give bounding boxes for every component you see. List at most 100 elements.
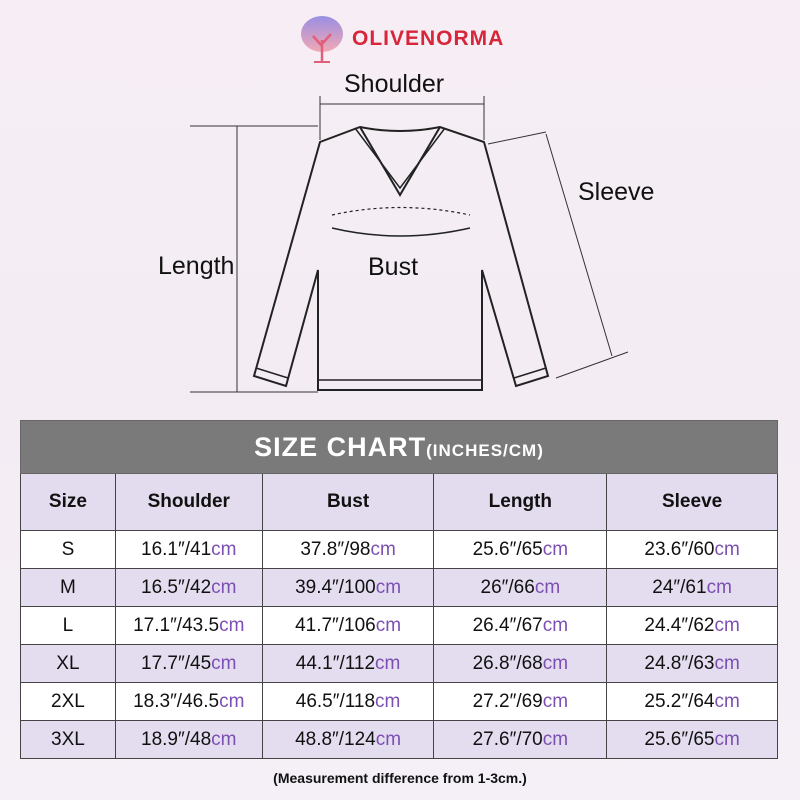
table-row: L 17.1″/43.5cm 41.7″/106cm 26.4″/67cm 24.4″/… xyxy=(20,606,778,645)
shoulder-label: Shoulder xyxy=(344,70,445,98)
measurement-cell: 26.4″/67cm xyxy=(433,606,608,645)
measurement-cell: 18.9″/48cm xyxy=(114,720,263,759)
measurement-cell: 24.4″/62cm xyxy=(606,606,778,645)
measurement-value: 24.8″/63 xyxy=(644,652,715,674)
unit-cm: cm xyxy=(370,538,396,560)
measurement-cell: 25.2″/64cm xyxy=(606,682,778,721)
unit-cm: cm xyxy=(219,690,245,712)
unit-cm: cm xyxy=(714,614,740,636)
measurement-cell: 41.7″/106cm xyxy=(261,606,435,645)
measurement-value: 16.5″/42 xyxy=(141,576,212,598)
unit-cm: cm xyxy=(714,728,740,750)
table-row: S 16.1″/41cm 37.8″/98cm 25.6″/65cm 23.6″/60c… xyxy=(20,530,778,569)
measurement-cell: 27.2″/69cm xyxy=(433,682,608,721)
measurement-cell: 25.6″/65cm xyxy=(433,530,608,569)
unit-cm: cm xyxy=(211,538,237,560)
unit-cm: cm xyxy=(375,690,401,712)
measurement-cell: 17.1″/43.5cm xyxy=(114,606,263,645)
unit-cm: cm xyxy=(211,728,237,750)
size-cell: S xyxy=(20,530,116,569)
measurement-cell: 16.1″/41cm xyxy=(114,530,263,569)
unit-cm: cm xyxy=(211,652,237,674)
measurement-value: 24″/61 xyxy=(652,576,707,598)
size-cell: XL xyxy=(20,644,116,683)
measurement-cell: 18.3″/46.5cm xyxy=(114,682,263,721)
table-row: 2XL 18.3″/46.5cm 46.5″/118cm 27.2″/69cm 25.2… xyxy=(20,682,778,721)
measurement-value: 48.8″/124 xyxy=(295,728,376,750)
shirt-diagram xyxy=(190,96,629,393)
measurement-value: 24.4″/62 xyxy=(644,614,715,636)
column-header: Shoulder xyxy=(114,473,263,531)
column-header: Length xyxy=(433,473,608,531)
measurement-cell: 37.8″/98cm xyxy=(261,530,435,569)
measurement-value: 18.3″/46.5 xyxy=(133,690,220,712)
unit-cm: cm xyxy=(375,614,402,636)
measurement-cell: 23.6″/60cm xyxy=(606,530,778,569)
sleeve-label: Sleeve xyxy=(578,178,655,206)
measurement-cell: 48.8″/124cm xyxy=(261,720,435,759)
measurement-value: 27.2″/69 xyxy=(472,690,543,712)
unit-cm: cm xyxy=(542,690,569,712)
measurement-cell: 26.8″/68cm xyxy=(433,644,608,683)
measurement-value: 25.6″/65 xyxy=(472,538,543,560)
measurement-value: 23.6″/60 xyxy=(644,538,715,560)
measurement-value: 17.1″/43.5 xyxy=(133,614,220,636)
measurement-cell: 17.7″/45cm xyxy=(114,644,263,683)
table-title: SIZE CHART(INCHES/CM) xyxy=(20,420,778,474)
unit-cm: cm xyxy=(542,538,569,560)
measurement-value: 26″/66 xyxy=(480,576,535,598)
measurement-value: 17.7″/45 xyxy=(141,652,212,674)
column-header: Sleeve xyxy=(606,473,778,531)
column-header: Size xyxy=(20,473,116,531)
measurement-cell: 44.1″/112cm xyxy=(261,644,435,683)
measurement-value: 39.4″/100 xyxy=(295,576,376,598)
unit-cm: cm xyxy=(706,576,732,598)
measurement-note: (Measurement difference from 1-3cm.) xyxy=(273,770,527,786)
unit-cm: cm xyxy=(714,538,740,560)
measurement-value: 25.6″/65 xyxy=(644,728,715,750)
size-cell: M xyxy=(20,568,116,607)
measurement-cell: 25.6″/65cm xyxy=(606,720,778,759)
unit-cm: cm xyxy=(211,576,237,598)
bust-label: Bust xyxy=(368,253,419,281)
unit-cm: cm xyxy=(375,652,401,674)
unit-cm: cm xyxy=(542,728,569,750)
tree-logo-icon xyxy=(301,16,343,63)
table-row: XL 17.7″/45cm 44.1″/112cm 26.8″/68cm 24.8″/6… xyxy=(20,644,778,683)
measurement-value: 41.7″/106 xyxy=(295,614,376,636)
measurement-value: 25.2″/64 xyxy=(644,690,715,712)
measurement-value: 16.1″/41 xyxy=(141,538,212,560)
length-label: Length xyxy=(158,252,235,280)
measurement-cell: 16.5″/42cm xyxy=(114,568,263,607)
unit-cm: cm xyxy=(534,576,561,598)
measurement-value: 46.5″/118 xyxy=(295,690,376,712)
unit-cm: cm xyxy=(375,576,402,598)
measurement-value: 26.8″/68 xyxy=(472,652,543,674)
unit-cm: cm xyxy=(375,728,402,750)
measurement-cell: 27.6″/70cm xyxy=(433,720,608,759)
size-chart-table: SIZE CHART(INCHES/CM) Size Shoulder Bust Le… xyxy=(20,420,778,759)
table-row: 3XL 18.9″/48cm 48.8″/124cm 27.6″/70cm 25.6″/… xyxy=(20,720,778,759)
measurement-value: 44.1″/112 xyxy=(295,652,376,674)
size-cell: L xyxy=(20,606,116,645)
measurement-value: 18.9″/48 xyxy=(141,728,212,750)
measurement-cell: 39.4″/100cm xyxy=(261,568,435,607)
measurement-cell: 24.8″/63cm xyxy=(606,644,778,683)
measurement-cell: 46.5″/118cm xyxy=(261,682,435,721)
unit-cm: cm xyxy=(542,652,569,674)
table-row: M 16.5″/42cm 39.4″/100cm 26″/66cm 24″/61cm xyxy=(20,568,778,607)
unit-cm: cm xyxy=(542,614,569,636)
brand-name: OLIVENORMA xyxy=(352,27,505,50)
unit-cm: cm xyxy=(219,614,245,636)
measurement-cell: 26″/66cm xyxy=(433,568,608,607)
measurement-value: 27.6″/70 xyxy=(472,728,543,750)
measurement-value: 26.4″/67 xyxy=(472,614,543,636)
brand-logo: OLIVENORMA xyxy=(298,12,504,66)
size-cell: 2XL xyxy=(20,682,116,721)
unit-cm: cm xyxy=(714,690,740,712)
measurement-cell: 24″/61cm xyxy=(606,568,778,607)
size-cell: 3XL xyxy=(20,720,116,759)
unit-cm: cm xyxy=(714,652,740,674)
measurement-value: 37.8″/98 xyxy=(300,538,371,560)
column-header: Bust xyxy=(261,473,435,531)
